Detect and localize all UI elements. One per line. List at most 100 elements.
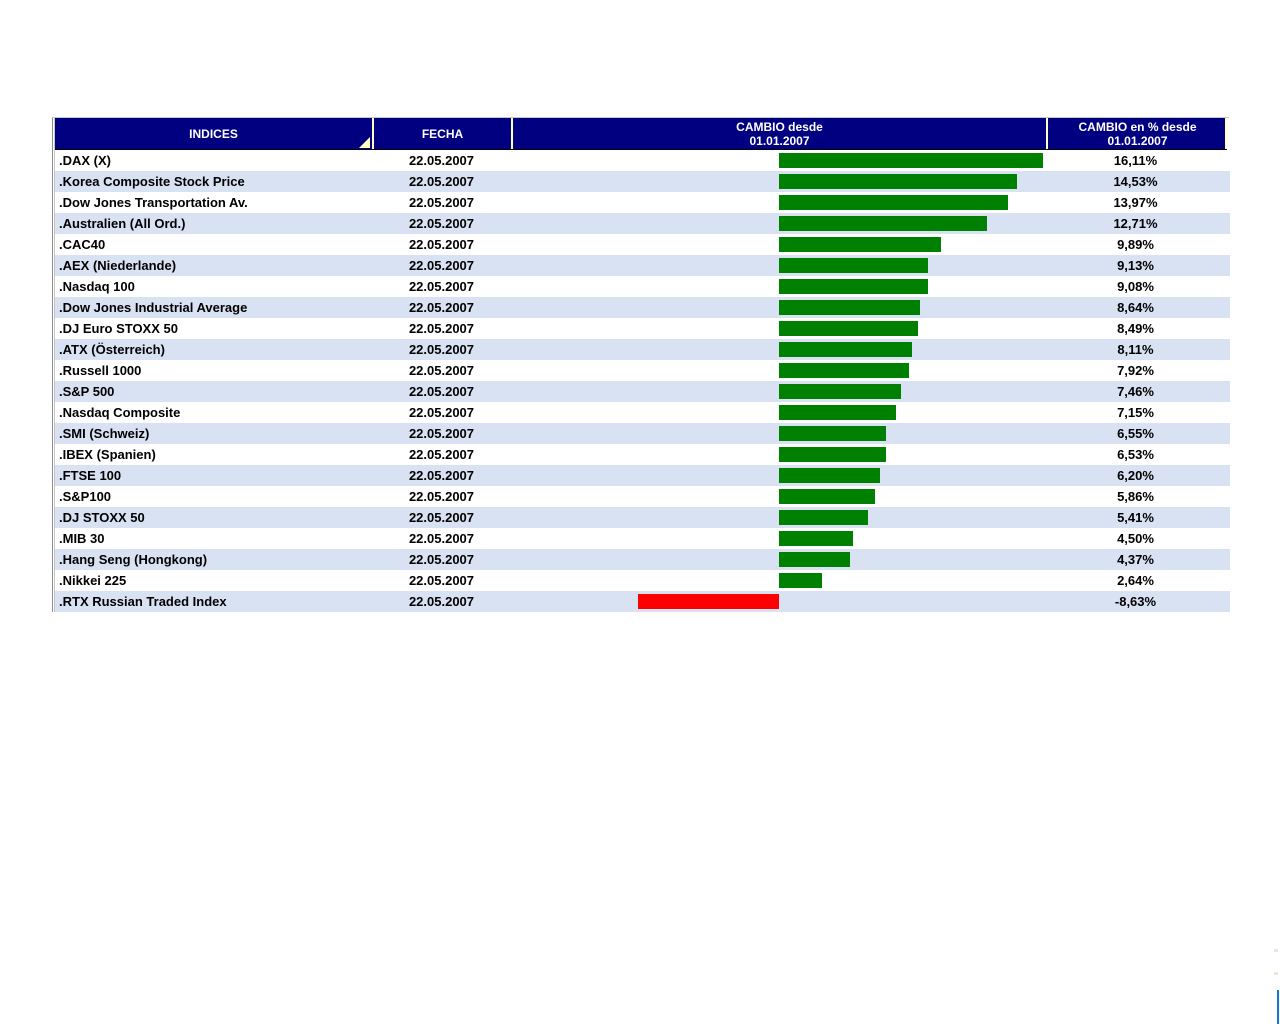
edge-tick-artifact xyxy=(1274,949,1278,952)
table-row: .FTSE 100 22.05.2007 6,20% xyxy=(55,465,1230,486)
row-date: 22.05.2007 xyxy=(408,216,475,231)
window-edge-artifact xyxy=(1277,990,1279,1024)
change-bar xyxy=(779,237,941,252)
indices-table: INDICES FECHA CAMBIO desde 01.01.2007 CA… xyxy=(52,117,1230,612)
row-date: 22.05.2007 xyxy=(408,279,475,294)
table-row: .Korea Composite Stock Price 22.05.2007 … xyxy=(55,171,1230,192)
table-row: .Nikkei 225 22.05.2007 2,64% xyxy=(55,570,1230,591)
table-left-border-outer xyxy=(52,117,53,612)
column-header-cambio-line2: 01.01.2007 xyxy=(749,133,810,148)
change-bar xyxy=(779,363,909,378)
index-name: .Dow Jones Industrial Average xyxy=(59,300,248,315)
table-row: .Dow Jones Industrial Average 22.05.2007… xyxy=(55,297,1230,318)
change-bar xyxy=(779,573,822,588)
change-bar xyxy=(779,489,875,504)
change-percent-value: 9,89% xyxy=(1117,237,1154,252)
row-date: 22.05.2007 xyxy=(408,510,475,525)
table-row: .Hang Seng (Hongkong) 22.05.2007 4,37% xyxy=(55,549,1230,570)
change-bar xyxy=(779,321,918,336)
change-bar xyxy=(638,594,779,609)
table-header: INDICES FECHA CAMBIO desde 01.01.2007 CA… xyxy=(55,118,1227,150)
column-header-indices[interactable]: INDICES xyxy=(55,118,372,149)
header-divider xyxy=(372,118,374,149)
index-name: .IBEX (Spanien) xyxy=(59,447,156,462)
index-name: .Nasdaq Composite xyxy=(59,405,181,420)
change-percent-value: 5,86% xyxy=(1117,489,1154,504)
change-bar xyxy=(779,510,868,525)
change-bar xyxy=(779,552,850,567)
change-bar xyxy=(779,531,853,546)
header-divider xyxy=(511,118,513,149)
column-header-fecha-label: FECHA xyxy=(421,126,464,141)
row-date: 22.05.2007 xyxy=(408,405,475,420)
table-row: .Nasdaq 100 22.05.2007 9,08% xyxy=(55,276,1230,297)
row-date: 22.05.2007 xyxy=(408,426,475,441)
change-bar xyxy=(779,384,901,399)
index-name: .CAC40 xyxy=(59,237,106,252)
table-row: .SMI (Schweiz) 22.05.2007 6,55% xyxy=(55,423,1230,444)
index-name: .Hang Seng (Hongkong) xyxy=(59,552,208,567)
table-row: .MIB 30 22.05.2007 4,50% xyxy=(55,528,1230,549)
column-header-cambio-pct-line1: CAMBIO en % desde xyxy=(1078,119,1197,134)
index-name: .SMI (Schweiz) xyxy=(59,426,150,441)
row-date: 22.05.2007 xyxy=(408,573,475,588)
row-date: 22.05.2007 xyxy=(408,384,475,399)
change-percent-value: 7,15% xyxy=(1117,405,1154,420)
table-row: .Dow Jones Transportation Av. 22.05.2007… xyxy=(55,192,1230,213)
table-body: .DAX (X) 22.05.2007 16,11% .Korea Compos… xyxy=(55,150,1230,612)
change-bar xyxy=(779,405,896,420)
index-name: .S&P 500 xyxy=(59,384,115,399)
table-row: .S&P100 22.05.2007 5,86% xyxy=(55,486,1230,507)
column-header-cambio-line1: CAMBIO desde xyxy=(736,119,823,134)
change-percent-value: 4,37% xyxy=(1117,552,1154,567)
row-date: 22.05.2007 xyxy=(408,447,475,462)
column-header-indices-label: INDICES xyxy=(189,126,238,141)
table-left-border-inner xyxy=(54,117,55,612)
row-date: 22.05.2007 xyxy=(408,489,475,504)
row-date: 22.05.2007 xyxy=(408,594,475,609)
change-bar xyxy=(779,447,886,462)
table-row: .IBEX (Spanien) 22.05.2007 6,53% xyxy=(55,444,1230,465)
table-row: .ATX (Österreich) 22.05.2007 8,11% xyxy=(55,339,1230,360)
table-row: .RTX Russian Traded Index 22.05.2007 -8,… xyxy=(55,591,1230,612)
change-percent-value: 8,64% xyxy=(1117,300,1154,315)
column-header-cambio-pct[interactable]: CAMBIO en % desde 01.01.2007 xyxy=(1048,118,1227,149)
change-percent-value: -8,63% xyxy=(1114,594,1157,609)
header-divider xyxy=(1046,118,1048,149)
row-date: 22.05.2007 xyxy=(408,300,475,315)
row-date: 22.05.2007 xyxy=(408,258,475,273)
change-bar xyxy=(779,174,1017,189)
change-percent-value: 16,11% xyxy=(1113,153,1158,168)
row-date: 22.05.2007 xyxy=(408,468,475,483)
table-top-border xyxy=(52,117,1229,118)
table-row: .Nasdaq Composite 22.05.2007 7,15% xyxy=(55,402,1230,423)
row-date: 22.05.2007 xyxy=(408,195,475,210)
change-percent-value: 6,20% xyxy=(1117,468,1154,483)
change-bar xyxy=(779,300,920,315)
change-bar xyxy=(779,468,880,483)
index-name: .Dow Jones Transportation Av. xyxy=(59,195,248,210)
change-percent-value: 8,11% xyxy=(1117,342,1154,357)
change-percent-value: 6,55% xyxy=(1117,426,1154,441)
change-percent-value: 7,46% xyxy=(1117,384,1154,399)
index-name: .FTSE 100 xyxy=(59,468,122,483)
change-percent-value: 6,53% xyxy=(1117,447,1154,462)
edge-tick-artifact xyxy=(1274,972,1278,975)
row-date: 22.05.2007 xyxy=(408,552,475,567)
table-row: .Australien (All Ord.) 22.05.2007 12,71% xyxy=(55,213,1230,234)
column-header-cambio-pct-line2: 01.01.2007 xyxy=(1107,133,1168,148)
row-date: 22.05.2007 xyxy=(408,531,475,546)
table-row: .S&P 500 22.05.2007 7,46% xyxy=(55,381,1230,402)
sort-indicator-icon xyxy=(359,137,370,148)
index-name: .RTX Russian Traded Index xyxy=(59,594,227,609)
row-date: 22.05.2007 xyxy=(408,342,475,357)
table-row: .Russell 1000 22.05.2007 7,92% xyxy=(55,360,1230,381)
table-row: .CAC40 22.05.2007 9,89% xyxy=(55,234,1230,255)
index-name: .Nikkei 225 xyxy=(59,573,127,588)
row-date: 22.05.2007 xyxy=(408,174,475,189)
change-bar xyxy=(779,426,886,441)
column-header-fecha[interactable]: FECHA xyxy=(374,118,511,149)
change-percent-value: 7,92% xyxy=(1117,363,1154,378)
column-header-cambio[interactable]: CAMBIO desde 01.01.2007 xyxy=(513,118,1046,149)
change-bar xyxy=(779,279,928,294)
